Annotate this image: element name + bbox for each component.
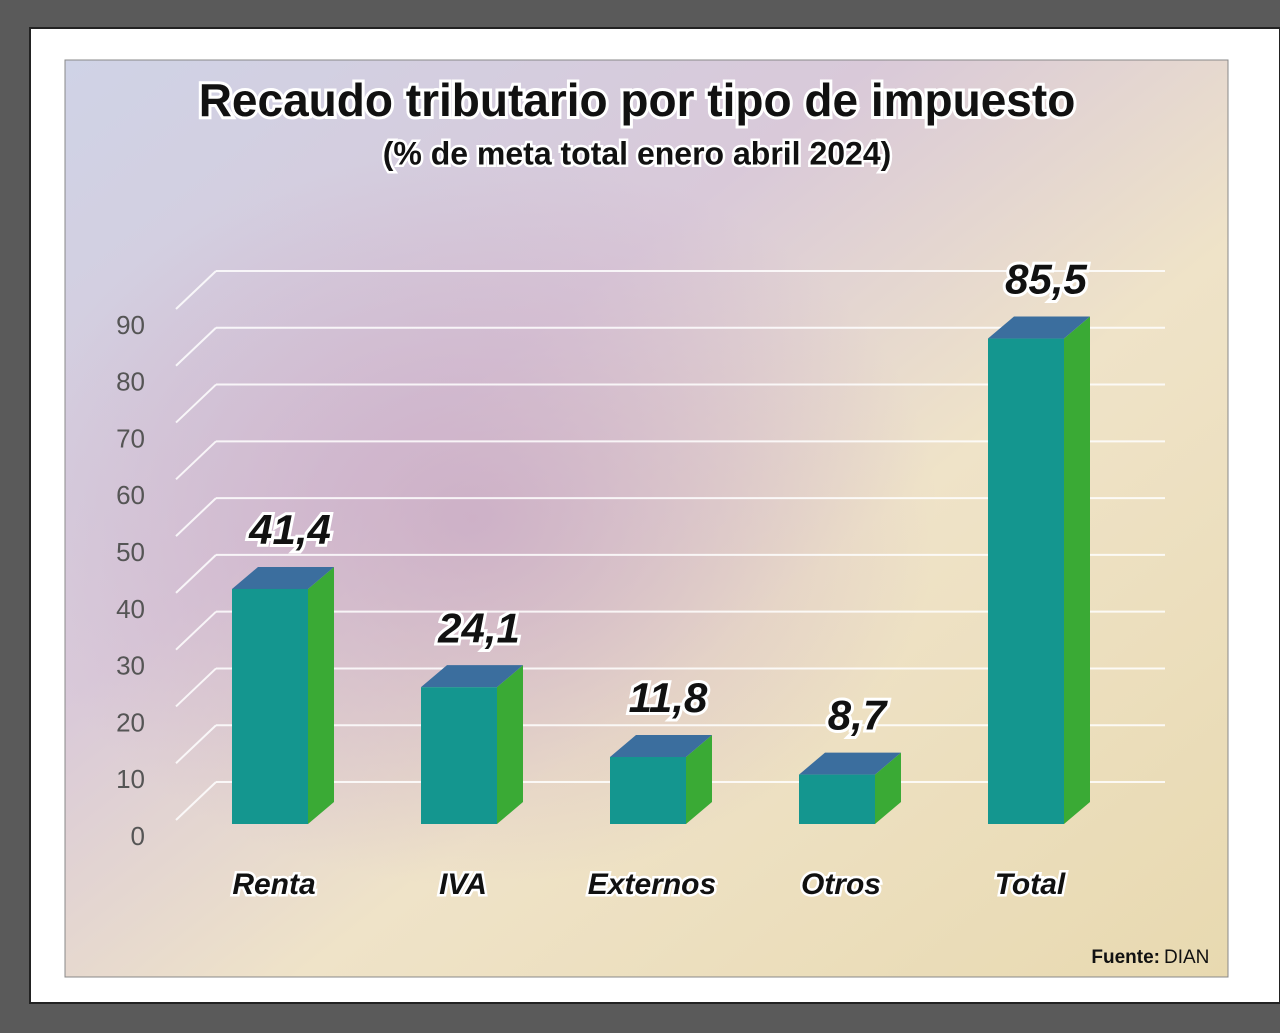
bar [610, 757, 686, 824]
y-tick-label: 10 [116, 764, 145, 794]
source-label: Fuente: [1091, 947, 1160, 968]
grid-line [175, 610, 217, 651]
bar-top [799, 752, 901, 775]
value-label: 85,5 [1005, 256, 1087, 303]
grid-line [175, 270, 217, 310]
bar [988, 338, 1064, 824]
grid-line [175, 497, 217, 537]
y-tick-label: 30 [116, 651, 145, 681]
y-tick-label: 20 [116, 707, 145, 737]
grid-line [175, 554, 217, 594]
bar-side [686, 735, 712, 824]
bar-side [308, 566, 334, 824]
value-label: 41,4 [248, 506, 331, 553]
y-tick-label: 0 [131, 821, 145, 851]
value-label: 24,1 [437, 604, 520, 651]
grid-line [175, 667, 217, 708]
grid-line [175, 440, 217, 481]
bar [232, 588, 308, 824]
chart-title: Recaudo tributario por tipo de impuesto [199, 74, 1076, 126]
bar-side [875, 752, 901, 824]
grid-line [175, 383, 217, 424]
source: DIAN [1164, 947, 1209, 968]
bar-side [1064, 316, 1090, 824]
x-tick-label: Externos [588, 868, 716, 901]
grid-line [175, 724, 217, 764]
bar [799, 774, 875, 824]
x-tick-label: Total [995, 868, 1066, 901]
value-label: 8,7 [828, 692, 888, 739]
value-label: 11,8 [629, 674, 708, 721]
grid-line [175, 781, 217, 821]
grid-line [175, 327, 217, 367]
bar-top [232, 566, 334, 589]
bar-top [610, 735, 712, 758]
x-tick-label: Renta [232, 868, 315, 901]
x-tick-label: Otros [801, 868, 881, 901]
bar-top [988, 316, 1090, 339]
y-tick-label: 70 [116, 423, 145, 453]
bar [421, 687, 497, 824]
y-tick-label: 60 [116, 480, 145, 510]
y-tick-label: 50 [116, 537, 145, 567]
y-tick-label: 40 [116, 594, 145, 624]
x-tick-label: IVA [439, 868, 487, 901]
y-tick-label: 90 [116, 310, 145, 340]
bar-top [421, 665, 523, 688]
bar-side [497, 665, 523, 824]
y-tick-label: 80 [116, 367, 145, 397]
chart-subtitle: (% de meta total enero abril 2024) [383, 135, 892, 171]
